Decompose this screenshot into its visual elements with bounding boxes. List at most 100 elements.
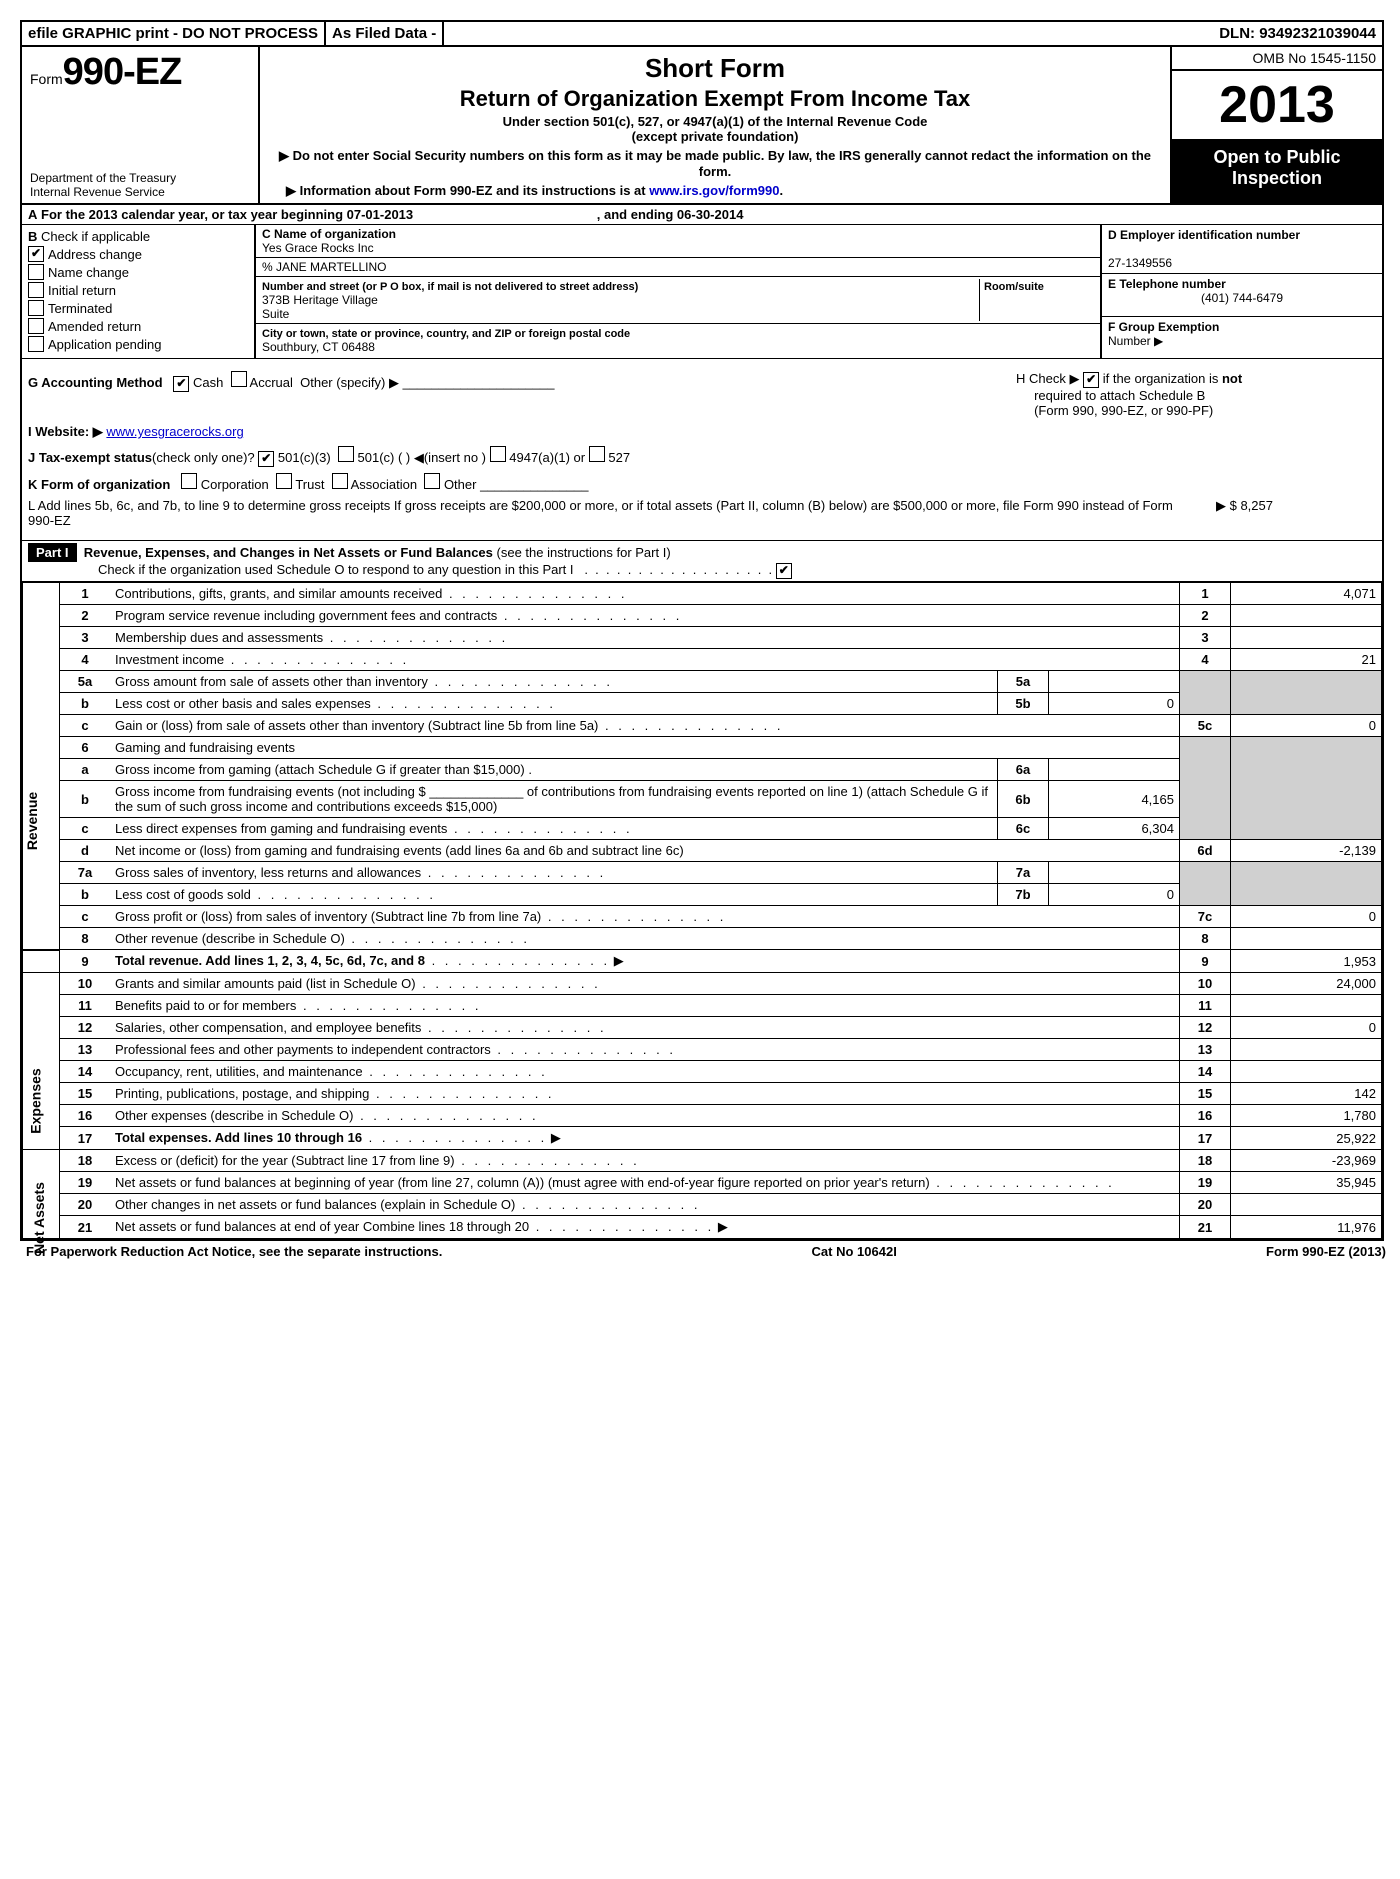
chk-schedule-b[interactable]: ✔ (1083, 372, 1099, 388)
side-netassets: Net Assets (23, 1150, 60, 1239)
ln16-desc: Other expenses (describe in Schedule O) (115, 1108, 353, 1123)
top-bar: efile GRAPHIC print - DO NOT PROCESS As … (22, 22, 1382, 47)
ln1-rnum: 1 (1180, 583, 1231, 605)
side-netassets-label: Net Assets (31, 1182, 47, 1254)
ln7b-desc: Less cost of goods sold (115, 887, 251, 902)
ln7b-subnum: 7b (998, 884, 1049, 906)
efile-notice: efile GRAPHIC print - DO NOT PROCESS (22, 22, 326, 45)
ln5b-subnum: 5b (998, 693, 1049, 715)
footer-right: Form 990-EZ (2013) (1266, 1244, 1386, 1259)
ln5a-desc: Gross amount from sale of assets other t… (115, 674, 428, 689)
room-label: Room/suite (984, 281, 1044, 293)
ln6b-subnum: 6b (998, 781, 1049, 818)
lines-table: Revenue 1 Contributions, gifts, grants, … (22, 582, 1382, 1239)
chk-cash[interactable]: ✔ (173, 376, 189, 392)
website-label: I Website: ▶ (28, 424, 103, 439)
ln18-num: 18 (60, 1150, 111, 1172)
chk-trust[interactable] (276, 473, 292, 489)
column-b: B Check if applicable ✔Address change Na… (22, 225, 256, 358)
ln21-val: 11,976 (1231, 1216, 1382, 1239)
ln3-val (1231, 627, 1382, 649)
ln7c-desc: Gross profit or (loss) from sales of inv… (115, 909, 541, 924)
ln17-desc: Total expenses. Add lines 10 through 16 (115, 1130, 362, 1145)
info-notice-text: ▶ Information about Form 990-EZ and its … (286, 183, 649, 198)
ln20-num: 20 (60, 1194, 111, 1216)
chk-address-change[interactable]: ✔ (28, 246, 44, 262)
tax-year-begin: For the 2013 calendar year, or tax year … (41, 207, 413, 222)
chk-501c3[interactable]: ✔ (258, 451, 274, 467)
opt-accrual: Accrual (250, 375, 293, 390)
opt-trust: Trust (295, 477, 324, 492)
form-number: 990-EZ (63, 51, 182, 93)
ln8-val (1231, 928, 1382, 950)
opt-501c: 501(c) ( ) ◀(insert no ) (358, 450, 486, 465)
ln7ab-rnum-shade (1180, 862, 1231, 906)
ln13-desc: Professional fees and other payments to … (115, 1042, 491, 1057)
chk-other-org[interactable] (424, 473, 440, 489)
chk-initial-return[interactable] (28, 282, 44, 298)
ln16-rnum: 16 (1180, 1105, 1231, 1127)
ln14-num: 14 (60, 1061, 111, 1083)
ln5c-val: 0 (1231, 715, 1382, 737)
chk-amended[interactable] (28, 318, 44, 334)
footer-form-year: (2013) (1345, 1244, 1386, 1259)
ln5ab-rnum-shade (1180, 671, 1231, 715)
opt-terminated: Terminated (48, 301, 112, 316)
ln21-rnum: 21 (1180, 1216, 1231, 1239)
ln10-val: 24,000 (1231, 973, 1382, 995)
page-footer: For Paperwork Reduction Act Notice, see … (20, 1241, 1392, 1262)
ln21-num: 21 (60, 1216, 111, 1239)
ln14-val (1231, 1061, 1382, 1083)
opt-app-pending: Application pending (48, 337, 161, 352)
dln-number: DLN: 93492321039044 (1213, 22, 1382, 45)
chk-accrual[interactable] (231, 371, 247, 387)
ln10-rnum: 10 (1180, 973, 1231, 995)
footer-cat-no: Cat No 10642I (442, 1244, 1266, 1259)
chk-corp[interactable] (181, 473, 197, 489)
ln1-val: 4,071 (1231, 583, 1382, 605)
ln12-val: 0 (1231, 1017, 1382, 1039)
opt-address-change: Address change (48, 247, 142, 262)
chk-501c[interactable] (338, 446, 354, 462)
ln6d-desc: Net income or (loss) from gaming and fun… (110, 840, 1180, 862)
ln6c-desc: Less direct expenses from gaming and fun… (115, 821, 447, 836)
ln8-rnum: 8 (1180, 928, 1231, 950)
ln2-rnum: 2 (1180, 605, 1231, 627)
section-h: H Check ▶ ✔ if the organization is not r… (1016, 371, 1376, 418)
ln6abc-rnum-shade (1180, 737, 1231, 840)
check-if-applicable: Check if applicable (41, 229, 150, 244)
ln8-num: 8 (60, 928, 111, 950)
subtitle-section: Under section 501(c), 527, or 4947(a)(1)… (270, 114, 1160, 129)
chk-schedule-o[interactable]: ✔ (776, 563, 792, 579)
ln6b-subval: 4,165 (1049, 781, 1180, 818)
ln9-val: 1,953 (1231, 950, 1382, 973)
chk-app-pending[interactable] (28, 336, 44, 352)
ln6a-subnum: 6a (998, 759, 1049, 781)
info-notice: ▶ Information about Form 990-EZ and its … (270, 183, 1160, 199)
header-mid: Short Form Return of Organization Exempt… (260, 47, 1170, 203)
h-text3: required to attach Schedule B (1034, 388, 1205, 403)
chk-assoc[interactable] (332, 473, 348, 489)
title-short-form: Short Form (270, 53, 1160, 84)
column-d-e-f: D Employer identification number 27-1349… (1100, 225, 1382, 358)
omb-number: OMB No 1545-1150 (1172, 47, 1382, 71)
ln3-rnum: 3 (1180, 627, 1231, 649)
side-expenses-label: Expenses (28, 1068, 44, 1133)
ln12-rnum: 12 (1180, 1017, 1231, 1039)
header-right: OMB No 1545-1150 2013 Open to Public Ins… (1170, 47, 1382, 203)
chk-527[interactable] (589, 446, 605, 462)
opt-initial-return: Initial return (48, 283, 116, 298)
website-link[interactable]: www.yesgracerocks.org (106, 424, 243, 439)
form-org-label: K Form of organization (28, 477, 170, 492)
phone-value: (401) 744-6479 (1108, 291, 1376, 305)
ln21-desc: Net assets or fund balances at end of ye… (115, 1219, 529, 1234)
chk-name-change[interactable] (28, 264, 44, 280)
dept-treasury: Department of the Treasury (30, 171, 250, 185)
chk-terminated[interactable] (28, 300, 44, 316)
ln8-desc: Other revenue (describe in Schedule O) (115, 931, 345, 946)
ln6abc-rval-shade (1231, 737, 1382, 840)
ln2-num: 2 (60, 605, 111, 627)
chk-4947[interactable] (490, 446, 506, 462)
irs-link[interactable]: www.irs.gov/form990 (649, 183, 779, 198)
row-a: A For the 2013 calendar year, or tax yea… (22, 205, 1382, 225)
